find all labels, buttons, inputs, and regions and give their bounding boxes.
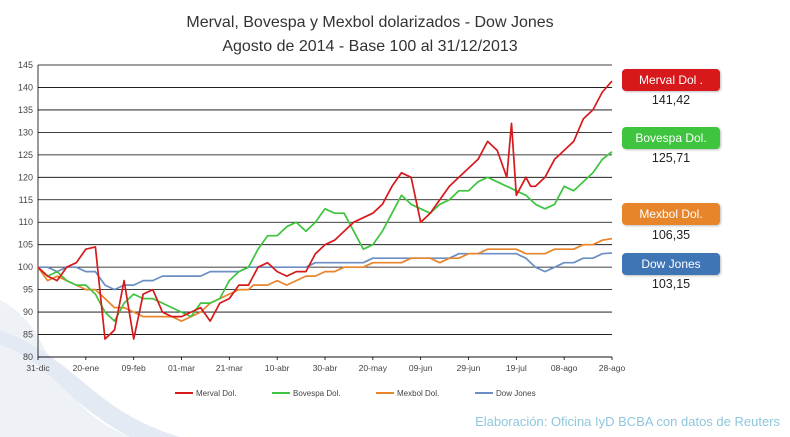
chart-title: Merval, Bovespa y Mexbol dolarizados - D… bbox=[186, 14, 554, 31]
callout-bovespa-label: Bovespa Dol. bbox=[622, 127, 720, 149]
callout-dowjones-value: 103,15 bbox=[651, 277, 691, 291]
y-tick-label: 85 bbox=[23, 330, 33, 340]
series-line-merval-dol bbox=[37, 80, 613, 340]
line-chart: 80 85 90 95 100 105 110 115 120 125 130 135 140 145 31… bbox=[18, 60, 625, 398]
x-tick-label: 29-jun bbox=[457, 363, 481, 373]
callout-merval-value: 141,42 bbox=[651, 93, 691, 107]
callout-merval-label: Merval Dol . bbox=[622, 69, 720, 91]
x-tick-label: 10-abr bbox=[265, 363, 290, 373]
y-tick-label: 120 bbox=[18, 172, 33, 182]
series-line-dow-jones bbox=[38, 252, 613, 291]
y-tick-label: 90 bbox=[23, 307, 33, 317]
legend-label: Dow Jones bbox=[496, 389, 536, 398]
y-tick-label: 145 bbox=[18, 60, 33, 70]
series-line-mexbol-dol bbox=[37, 237, 613, 322]
series-line-bovespa-dol bbox=[37, 151, 613, 322]
y-tick-label: 80 bbox=[23, 352, 33, 362]
x-tick-label: 20-ene bbox=[73, 363, 100, 373]
y-tick-label: 100 bbox=[18, 262, 33, 272]
x-tick-label: 19-jul bbox=[506, 363, 527, 373]
x-tick-label: 09-feb bbox=[122, 363, 146, 373]
y-tick-label: 95 bbox=[23, 285, 33, 295]
x-tick-label: 21-mar bbox=[216, 363, 243, 373]
x-tick-label: 20-may bbox=[359, 363, 388, 373]
y-tick-label: 135 bbox=[18, 105, 33, 115]
callout-mexbol-label: Mexbol Dol. bbox=[622, 203, 720, 225]
legend-label: Bovespa Dol. bbox=[293, 389, 341, 398]
x-tick-label: 28-ago bbox=[599, 363, 625, 373]
y-tick-label: 105 bbox=[18, 240, 33, 250]
x-tick-label: 31-dic bbox=[26, 363, 50, 373]
y-tick-label: 110 bbox=[19, 217, 33, 227]
callout-bovespa-value: 125,71 bbox=[651, 151, 691, 165]
y-tick-label: 130 bbox=[18, 127, 33, 137]
y-tick-label: 115 bbox=[19, 195, 33, 205]
x-tick-label: 09-jun bbox=[409, 363, 433, 373]
callout-dowjones-label: Dow Jones bbox=[622, 253, 720, 275]
x-tick-label: 01-mar bbox=[168, 363, 195, 373]
callout-mexbol-value: 106,35 bbox=[651, 228, 691, 242]
source-credit: Elaboración: Oficina IyD BCBA con datos … bbox=[475, 414, 780, 429]
chart-subtitle: Agosto de 2014 - Base 100 al 31/12/2013 bbox=[222, 38, 518, 55]
y-tick-label: 125 bbox=[18, 150, 33, 160]
x-tick-label: 08-ago bbox=[551, 363, 578, 373]
x-tick-label: 30-abr bbox=[313, 363, 338, 373]
legend-label: Merval Dol. bbox=[196, 389, 236, 398]
legend-label: Mexbol Dol. bbox=[397, 389, 439, 398]
y-tick-label: 140 bbox=[18, 82, 33, 92]
